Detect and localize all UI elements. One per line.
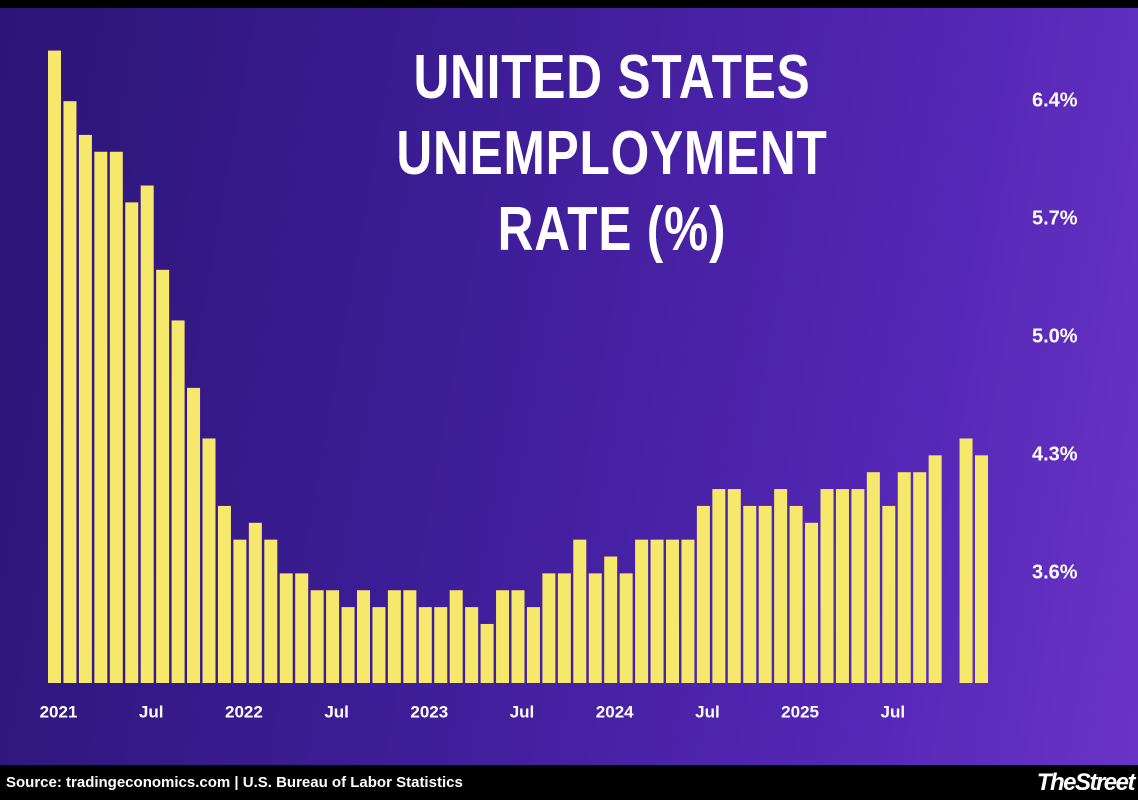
bar xyxy=(635,539,649,683)
bar xyxy=(94,151,108,683)
bar xyxy=(511,590,525,683)
x-tick-label: Jul xyxy=(324,702,349,721)
y-tick-label: 5.0% xyxy=(1032,326,1078,348)
x-tick-label: 2022 xyxy=(225,702,263,721)
bar xyxy=(928,455,942,683)
bar xyxy=(372,607,386,683)
bar xyxy=(217,505,231,683)
x-tick-label: Jul xyxy=(510,702,535,721)
y-tick-label: 5.7% xyxy=(1032,208,1078,230)
x-tick-label: 2021 xyxy=(40,702,78,721)
bar xyxy=(465,607,479,683)
y-tick-label: 4.3% xyxy=(1032,444,1078,466)
bar xyxy=(696,505,710,683)
bar xyxy=(202,438,216,683)
bar xyxy=(387,590,401,683)
bar xyxy=(264,539,278,683)
top-border xyxy=(0,0,1138,8)
bar xyxy=(588,573,602,683)
bar xyxy=(897,472,911,683)
x-tick-label: 2023 xyxy=(410,702,448,721)
bar xyxy=(975,455,988,683)
bar xyxy=(666,539,679,683)
bar xyxy=(418,607,432,683)
bar xyxy=(341,607,355,683)
bar xyxy=(604,556,618,683)
bar xyxy=(233,539,247,683)
bar xyxy=(496,590,510,683)
bar xyxy=(357,590,370,683)
chart-title: UNITED STATES UNEMPLOYMENT RATE (%) xyxy=(396,43,828,264)
bar xyxy=(789,505,803,683)
x-tick-label: 2025 xyxy=(781,702,819,721)
bar xyxy=(727,489,741,683)
bar xyxy=(820,489,834,683)
bar xyxy=(681,539,695,683)
y-tick-label: 6.4% xyxy=(1032,89,1078,111)
bar xyxy=(171,320,185,683)
x-tick-label: Jul xyxy=(881,702,906,721)
bar xyxy=(882,505,896,683)
bar xyxy=(650,539,664,683)
brand-logo: TheStreet xyxy=(1036,769,1136,796)
bar xyxy=(125,202,139,684)
bar xyxy=(959,438,973,683)
bar xyxy=(326,590,340,683)
bar xyxy=(758,505,772,683)
chart: 3.6% 4.3% 5.0% 5.7% 6.4% 2021 Jul 2022 Jul 2023 Ju… xyxy=(40,50,1078,721)
bar xyxy=(557,573,571,683)
bar xyxy=(48,50,61,684)
x-tick-label: 2024 xyxy=(596,702,634,721)
bar xyxy=(310,590,324,683)
bar xyxy=(449,590,463,683)
source-note: Source: tradingeconomics.com | U.S. Bure… xyxy=(6,774,463,791)
bar xyxy=(109,151,123,683)
bar xyxy=(712,489,726,683)
bar xyxy=(805,522,819,683)
footer: Source: tradingeconomics.com | U.S. Bure… xyxy=(0,765,1138,800)
y-tick-label: 3.6% xyxy=(1032,562,1078,584)
bar xyxy=(774,489,788,683)
bar xyxy=(526,607,540,683)
bar xyxy=(63,101,77,684)
bar xyxy=(573,539,587,683)
bar xyxy=(542,573,556,683)
x-tick-label: Jul xyxy=(695,702,720,721)
bar xyxy=(295,573,309,683)
bar xyxy=(187,387,201,683)
bar xyxy=(279,573,293,683)
bar xyxy=(743,505,757,683)
bar xyxy=(78,134,92,683)
bar xyxy=(156,269,170,683)
bar xyxy=(835,489,849,683)
bar xyxy=(403,590,417,683)
bar xyxy=(434,607,448,683)
bar xyxy=(851,489,865,683)
bar xyxy=(140,185,154,684)
bar xyxy=(619,573,633,683)
bar xyxy=(866,472,880,683)
bar xyxy=(913,472,927,683)
x-tick-label: Jul xyxy=(139,702,164,721)
bar xyxy=(480,623,494,683)
bar xyxy=(248,522,262,683)
